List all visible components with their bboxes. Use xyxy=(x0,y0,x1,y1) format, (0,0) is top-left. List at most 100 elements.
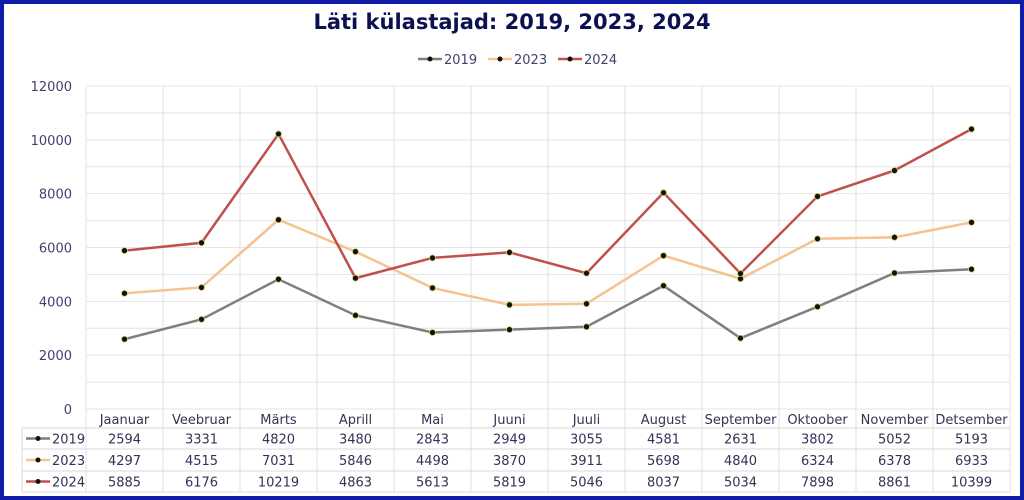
data-point xyxy=(198,239,205,247)
table-cell: 10219 xyxy=(258,476,299,491)
table-cell: 6933 xyxy=(955,454,988,469)
data-point xyxy=(583,300,590,308)
y-tick-label: 2000 xyxy=(39,349,72,364)
table-cell: 2843 xyxy=(416,433,449,448)
data-point xyxy=(737,270,744,277)
table-cell: 4498 xyxy=(416,454,449,469)
legend-label: 2019 xyxy=(444,53,477,68)
table-cell: 7031 xyxy=(262,454,295,469)
data-point xyxy=(660,282,667,290)
series-line-2024 xyxy=(124,127,973,280)
table-cell: 2631 xyxy=(724,433,757,448)
table-cell: 3870 xyxy=(493,454,526,469)
table-cell: 5193 xyxy=(955,433,988,448)
y-tick-label: 0 xyxy=(64,403,72,418)
table-series-label: 2024 xyxy=(52,476,85,491)
table-cell: 5698 xyxy=(647,454,680,469)
y-tick-label: 4000 xyxy=(39,295,72,310)
table-cell: 7898 xyxy=(801,476,834,491)
table-cell: 5046 xyxy=(570,476,603,491)
chart-title: Läti külastajad: 2019, 2023, 2024 xyxy=(313,10,711,34)
x-tick-label: Juuni xyxy=(492,413,525,428)
data-point xyxy=(429,329,436,336)
x-tick-label: November xyxy=(861,413,929,428)
data-point xyxy=(198,315,205,323)
table-cell: 4820 xyxy=(262,433,295,448)
table-cell: 4581 xyxy=(647,433,680,448)
table-cell: 3331 xyxy=(185,433,218,448)
x-tick-label: Aprill xyxy=(339,413,372,428)
data-point xyxy=(275,130,282,138)
table-cell: 2949 xyxy=(493,433,526,448)
table-cell: 5846 xyxy=(339,454,372,469)
table-cell: 10399 xyxy=(951,476,992,491)
x-tick-label: Märts xyxy=(260,413,297,428)
data-point xyxy=(275,275,282,283)
data-point xyxy=(968,125,975,133)
y-tick-label: 12000 xyxy=(31,80,72,95)
table-legend-marker xyxy=(35,479,41,484)
data-point xyxy=(352,274,359,282)
data-point xyxy=(583,323,590,331)
legend-marker xyxy=(427,56,433,62)
table-series-label: 2023 xyxy=(52,454,85,469)
x-tick-label: Detsember xyxy=(935,413,1008,428)
table-cell: 4297 xyxy=(108,454,141,469)
legend-label: 2023 xyxy=(514,53,547,68)
data-point xyxy=(506,326,513,334)
data-point xyxy=(506,248,513,256)
x-tick-label: Oktoober xyxy=(787,413,848,428)
table-cell: 3802 xyxy=(801,433,834,448)
data-point xyxy=(814,193,821,200)
table-cell: 5885 xyxy=(108,476,141,491)
table-cell: 4515 xyxy=(185,454,218,469)
table-cell: 2594 xyxy=(108,433,141,448)
x-tick-label: September xyxy=(705,413,778,428)
table-cell: 5613 xyxy=(416,476,449,491)
series-line-2023 xyxy=(124,218,972,307)
data-point xyxy=(198,284,205,291)
table-cell: 5034 xyxy=(724,476,757,491)
legend-label: 2024 xyxy=(584,53,617,68)
x-tick-label: Mai xyxy=(421,413,444,428)
y-tick-label: 6000 xyxy=(39,242,72,257)
x-tick-label: August xyxy=(641,413,687,428)
data-point xyxy=(891,233,898,241)
legend-marker xyxy=(567,56,573,62)
data-point xyxy=(968,218,975,226)
table-cell: 5052 xyxy=(878,433,911,448)
data-point xyxy=(814,235,821,243)
y-tick-label: 10000 xyxy=(31,134,72,149)
series-line-2019 xyxy=(124,267,972,341)
table-cell: 3480 xyxy=(339,433,372,448)
table-cell: 3911 xyxy=(570,454,603,469)
data-point xyxy=(660,189,667,197)
data-point xyxy=(275,216,282,224)
data-point xyxy=(968,265,975,273)
data-point xyxy=(506,301,513,309)
data-point xyxy=(429,254,436,262)
data-point xyxy=(352,311,359,319)
table-cell: 4840 xyxy=(724,454,757,469)
data-point xyxy=(583,269,590,277)
data-point xyxy=(814,303,821,311)
table-legend-marker xyxy=(35,436,41,441)
data-point xyxy=(121,247,128,254)
data-point xyxy=(352,248,359,256)
table-cell: 6378 xyxy=(878,454,911,469)
x-tick-label: Veebruar xyxy=(172,413,232,428)
table-cell: 3055 xyxy=(570,433,603,448)
x-tick-label: Jaanuar xyxy=(99,413,150,428)
table-cell: 8861 xyxy=(878,476,911,491)
data-point xyxy=(121,289,128,297)
data-point xyxy=(121,335,128,343)
legend-marker xyxy=(497,56,503,62)
table-cell: 4863 xyxy=(339,476,372,491)
data-point xyxy=(660,252,667,260)
table-cell: 6176 xyxy=(185,476,218,491)
table-cell: 5819 xyxy=(493,476,526,491)
data-point xyxy=(429,284,436,292)
y-tick-label: 8000 xyxy=(39,188,72,203)
